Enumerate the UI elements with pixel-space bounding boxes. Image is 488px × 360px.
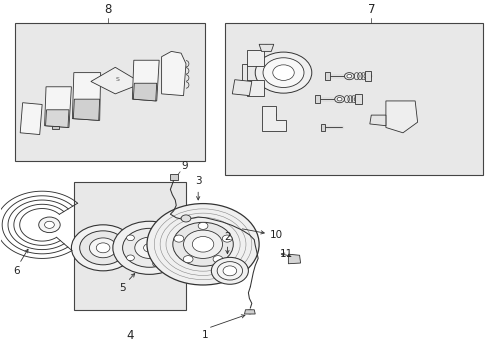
Text: 3: 3	[194, 176, 201, 186]
Polygon shape	[44, 87, 71, 127]
Polygon shape	[259, 44, 273, 51]
Polygon shape	[364, 71, 370, 81]
Polygon shape	[244, 310, 255, 314]
Bar	[74, 183, 185, 310]
Polygon shape	[20, 103, 42, 135]
Polygon shape	[232, 80, 251, 96]
Polygon shape	[261, 106, 285, 131]
Polygon shape	[325, 72, 329, 80]
Circle shape	[213, 256, 223, 263]
Circle shape	[126, 235, 134, 241]
Polygon shape	[246, 80, 264, 96]
Circle shape	[122, 228, 176, 267]
Circle shape	[174, 235, 183, 242]
Bar	[15, 23, 205, 161]
Text: 6: 6	[13, 266, 20, 275]
Circle shape	[113, 221, 185, 274]
Circle shape	[222, 235, 232, 242]
Polygon shape	[72, 73, 101, 120]
Text: 1: 1	[202, 330, 208, 340]
Text: 8: 8	[104, 3, 111, 16]
Circle shape	[143, 244, 155, 252]
Circle shape	[44, 221, 54, 228]
Circle shape	[363, 73, 371, 79]
Circle shape	[126, 255, 134, 261]
Text: 10: 10	[269, 230, 283, 240]
Circle shape	[135, 237, 163, 258]
Circle shape	[181, 215, 190, 222]
Circle shape	[183, 256, 193, 263]
Text: 7: 7	[367, 3, 374, 16]
Circle shape	[344, 73, 353, 80]
Circle shape	[192, 237, 213, 252]
Polygon shape	[133, 83, 157, 101]
Polygon shape	[45, 110, 69, 127]
Text: 2: 2	[224, 232, 230, 242]
Circle shape	[211, 257, 248, 284]
Circle shape	[272, 65, 294, 80]
Circle shape	[80, 231, 126, 265]
Bar	[224, 23, 483, 175]
Circle shape	[147, 203, 259, 285]
Polygon shape	[385, 101, 417, 133]
Circle shape	[89, 238, 117, 258]
Circle shape	[262, 45, 270, 51]
Circle shape	[353, 96, 361, 102]
Circle shape	[255, 52, 311, 93]
Polygon shape	[246, 50, 264, 66]
Circle shape	[346, 75, 351, 78]
Circle shape	[263, 58, 304, 87]
Text: 11: 11	[279, 249, 292, 259]
Polygon shape	[52, 126, 59, 129]
Polygon shape	[320, 124, 325, 131]
Text: S: S	[116, 77, 120, 82]
Text: 9: 9	[181, 161, 187, 171]
Circle shape	[96, 243, 110, 253]
Polygon shape	[161, 51, 185, 96]
Circle shape	[71, 225, 135, 271]
Circle shape	[246, 310, 252, 314]
Circle shape	[183, 230, 222, 258]
Text: 5: 5	[119, 283, 125, 293]
Polygon shape	[132, 60, 159, 101]
Polygon shape	[354, 94, 361, 104]
Circle shape	[198, 222, 207, 229]
Polygon shape	[242, 64, 246, 81]
Polygon shape	[315, 95, 320, 103]
Circle shape	[223, 266, 236, 276]
Polygon shape	[73, 99, 100, 120]
Circle shape	[172, 222, 233, 266]
Circle shape	[152, 229, 160, 234]
Circle shape	[336, 98, 341, 101]
Polygon shape	[369, 115, 385, 126]
Circle shape	[266, 112, 276, 119]
Circle shape	[290, 257, 298, 262]
Text: 4: 4	[126, 329, 133, 342]
Circle shape	[334, 96, 344, 103]
Circle shape	[391, 107, 404, 116]
Circle shape	[217, 262, 242, 280]
Polygon shape	[288, 254, 300, 264]
Circle shape	[168, 245, 176, 251]
Polygon shape	[169, 174, 177, 180]
Circle shape	[394, 109, 400, 114]
Circle shape	[39, 217, 60, 233]
Circle shape	[152, 261, 160, 267]
Polygon shape	[91, 67, 142, 94]
Circle shape	[237, 83, 246, 90]
Circle shape	[171, 176, 175, 179]
